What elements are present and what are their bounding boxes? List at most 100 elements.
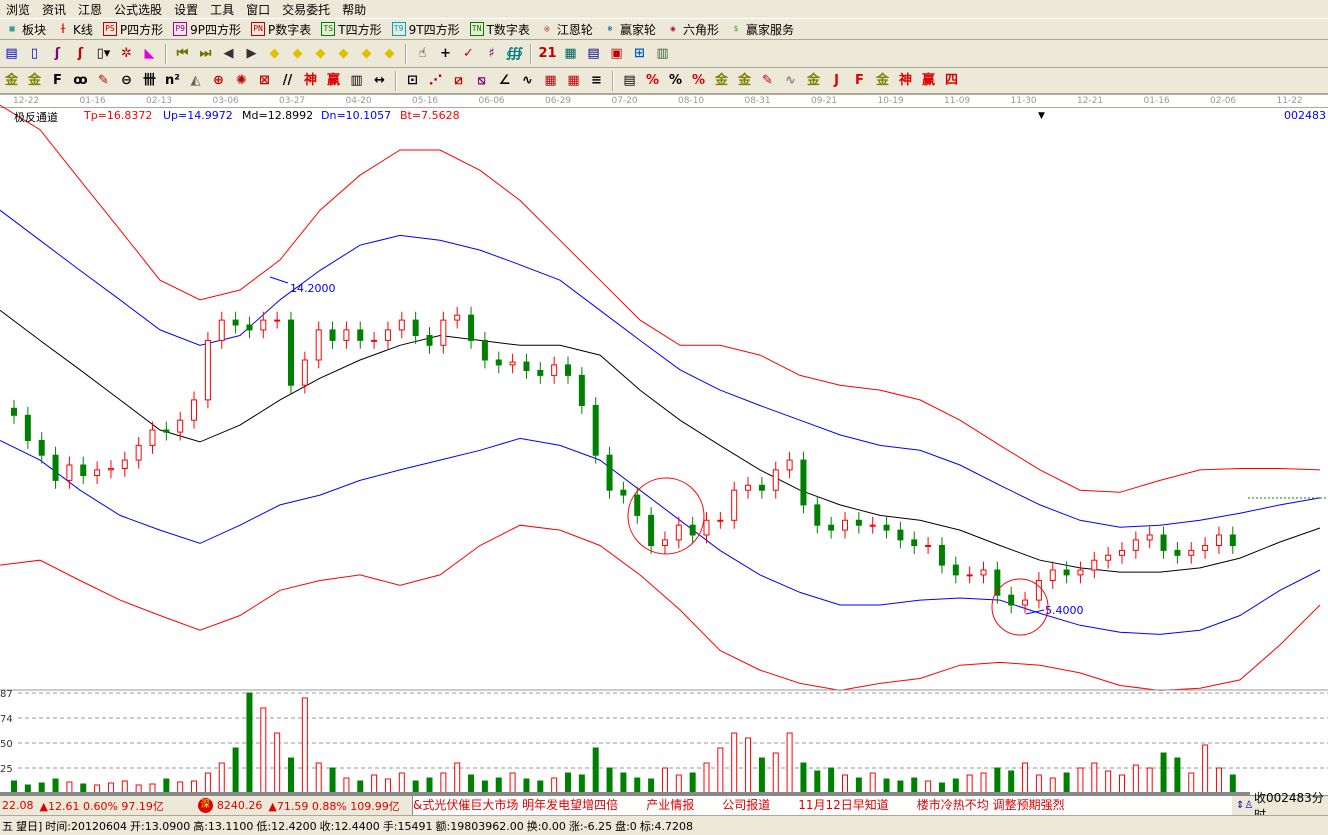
calculator-icon[interactable]: ▦ (564, 45, 577, 61)
scrollbar[interactable] (0, 792, 1250, 795)
news-item[interactable]: 产业情报 (646, 798, 695, 812)
hand-icon[interactable]: ☝ (418, 45, 427, 61)
menu-item[interactable]: 江恩 (78, 2, 103, 17)
spiral-icon[interactable]: ꝏ (73, 72, 88, 88)
grid-red-icon[interactable]: ▦ (544, 72, 557, 88)
gold-red-icon[interactable]: 金 (806, 72, 820, 88)
menu-item[interactable]: 工具 (210, 2, 235, 17)
toolbar-button[interactable]: T9 9T四方形 (391, 21, 460, 38)
prev-icon[interactable]: ◀ (223, 45, 234, 61)
scroll-icon[interactable]: ⇕♙ (1236, 800, 1254, 811)
diamond-x-icon[interactable]: ◆ (338, 45, 349, 61)
menu-item[interactable]: 浏览 (6, 2, 31, 17)
shen-icon[interactable]: 神 (303, 72, 317, 88)
menu-item[interactable]: 窗口 (246, 2, 271, 17)
toolbar-button[interactable]: PN P数字表 (251, 21, 311, 38)
sine-icon[interactable]: ∿ (785, 72, 796, 88)
last-icon[interactable]: ⏭ (199, 45, 212, 61)
diamond-v-icon[interactable]: ◆ (384, 45, 395, 61)
menu-item[interactable]: 帮助 (342, 2, 367, 17)
clipboard-icon[interactable]: ▯ (30, 45, 39, 61)
n2-icon[interactable]: n² (165, 72, 180, 88)
toolbar-button[interactable]: $ 赢家服务 (729, 21, 794, 38)
toolbar-button[interactable]: ▦ 板块 (5, 21, 46, 38)
formula-icon[interactable]: ∰ (505, 45, 524, 61)
ying-angle-icon[interactable]: 赢 (921, 72, 935, 88)
flag-icon[interactable]: ◣ (144, 45, 155, 61)
fan-box-icon[interactable]: ⧄ (454, 72, 463, 88)
diamond-right-icon[interactable]: ◆ (292, 45, 303, 61)
shen-angle-icon[interactable]: 神 (898, 72, 912, 88)
wave9-icon[interactable]: ʃ (77, 45, 84, 61)
measure-icon[interactable]: ↔ (374, 72, 385, 88)
dropdown-arrow-icon[interactable]: ▼ (1038, 111, 1045, 121)
slash-icon[interactable]: // (282, 72, 293, 88)
web-icon[interactable]: ✺ (236, 72, 247, 88)
menu-item[interactable]: 交易委托 (282, 2, 331, 17)
first-icon[interactable]: ⏮ (176, 45, 189, 61)
ruler-icon[interactable]: ▥ (350, 72, 363, 88)
calendar-icon[interactable]: 21 (538, 45, 557, 61)
wave-icon[interactable]: ∿ (522, 72, 533, 88)
network-icon[interactable]: ⊞ (634, 45, 645, 61)
fan-icon[interactable]: ⋰ (429, 72, 442, 88)
gold-line1-icon[interactable]: 金 (4, 72, 18, 88)
toolbar-button[interactable]: PS P四方形 (102, 21, 163, 38)
fib-icon[interactable]: F (53, 72, 62, 88)
notes-icon[interactable]: ▤ (587, 45, 600, 61)
wave3-icon[interactable]: ʃ (54, 45, 61, 61)
gold-angle-icon[interactable]: 金 (875, 72, 889, 88)
toolbar-button[interactable]: ◉ 六角形 (666, 21, 719, 38)
price-chart[interactable]: 14.2000 5.4000 87 74 50 25 (0, 0, 1328, 795)
triangle-icon[interactable]: ◭ (190, 72, 201, 88)
grid-red2-icon[interactable]: ▦ (567, 72, 580, 88)
pen-icon[interactable]: ✎ (98, 72, 109, 88)
news-ticker[interactable]: &式光伏催巨大市场 明年发电望增四倍 产业情报 公司报道 11月12日早知道 楼市冷热不… (412, 796, 1232, 815)
menu-item[interactable]: 设置 (174, 2, 199, 17)
toolbar-button[interactable]: ◎ 江恩轮 (540, 21, 593, 38)
target-icon[interactable]: ⊕ (213, 72, 224, 88)
toolbar-button[interactable]: P9 9P四方形 (173, 21, 241, 38)
percent-slash-icon[interactable]: % (645, 72, 660, 88)
bars-icon[interactable]: 卌 (142, 72, 156, 88)
f-angle-icon[interactable]: F (855, 72, 864, 88)
ying-icon[interactable]: 赢 (326, 72, 340, 88)
angle-icon[interactable]: ∠ (498, 72, 511, 88)
toolbar-button[interactable]: TS T四方形 (321, 21, 382, 38)
news-item[interactable]: &式光伏催巨大市场 明年发电望增四倍 (413, 798, 619, 812)
parallel-icon[interactable]: ≡ (591, 72, 602, 88)
next-icon[interactable]: ▶ (246, 45, 257, 61)
news-item[interactable]: 11月12日早知道 (798, 798, 889, 812)
crosshair-icon[interactable]: + (440, 45, 451, 61)
gann-icon[interactable]: ✲ (121, 45, 132, 61)
pen-lines-icon[interactable]: ✎ (762, 72, 773, 88)
percent-icon[interactable]: % (668, 72, 683, 88)
j-angle-icon[interactable]: J (834, 72, 839, 88)
si-angle-icon[interactable]: 四 (944, 72, 958, 88)
candle-type-icon[interactable]: ▯▾ (96, 45, 111, 61)
arrow-draw-icon[interactable]: ✓ (463, 45, 474, 61)
fan-box2-icon[interactable]: ⧅ (477, 72, 486, 88)
news-item[interactable]: 楼市冷热不均 调整预期强烈 (916, 798, 1065, 812)
news-item[interactable]: 公司报道 (722, 798, 771, 812)
diamond-star-icon[interactable]: ◆ (361, 45, 372, 61)
box-x-icon[interactable]: ⊠ (259, 72, 270, 88)
toolbar-button[interactable]: ⊛ 赢家轮 (603, 21, 656, 38)
gold-circle-icon[interactable]: 金 (714, 72, 728, 88)
save-icon[interactable]: ▣ (610, 45, 623, 61)
circle-line-icon[interactable]: ⊖ (121, 72, 132, 88)
diamond-left-icon[interactable]: ◆ (269, 45, 280, 61)
toolbar-button[interactable]: ╫ K线 (56, 21, 93, 38)
gold-line2-icon[interactable]: 金 (27, 72, 41, 88)
toolbar-button[interactable]: TN T数字表 (469, 21, 530, 38)
diamond-h-icon[interactable]: ◆ (315, 45, 326, 61)
menu-item[interactable]: 资讯 (42, 2, 67, 17)
table-icon[interactable]: ▤ (623, 72, 636, 88)
rect-icon[interactable]: ⊡ (407, 72, 418, 88)
gold-lines-icon[interactable]: 金 (737, 72, 751, 88)
menu-item[interactable]: 公式选股 (114, 2, 163, 17)
tag-icon[interactable]: ♯ (488, 45, 495, 61)
printer-icon[interactable]: ▥ (656, 45, 669, 61)
list-icon[interactable]: ▤ (5, 45, 18, 61)
percent-lines-icon[interactable]: % (691, 72, 706, 88)
